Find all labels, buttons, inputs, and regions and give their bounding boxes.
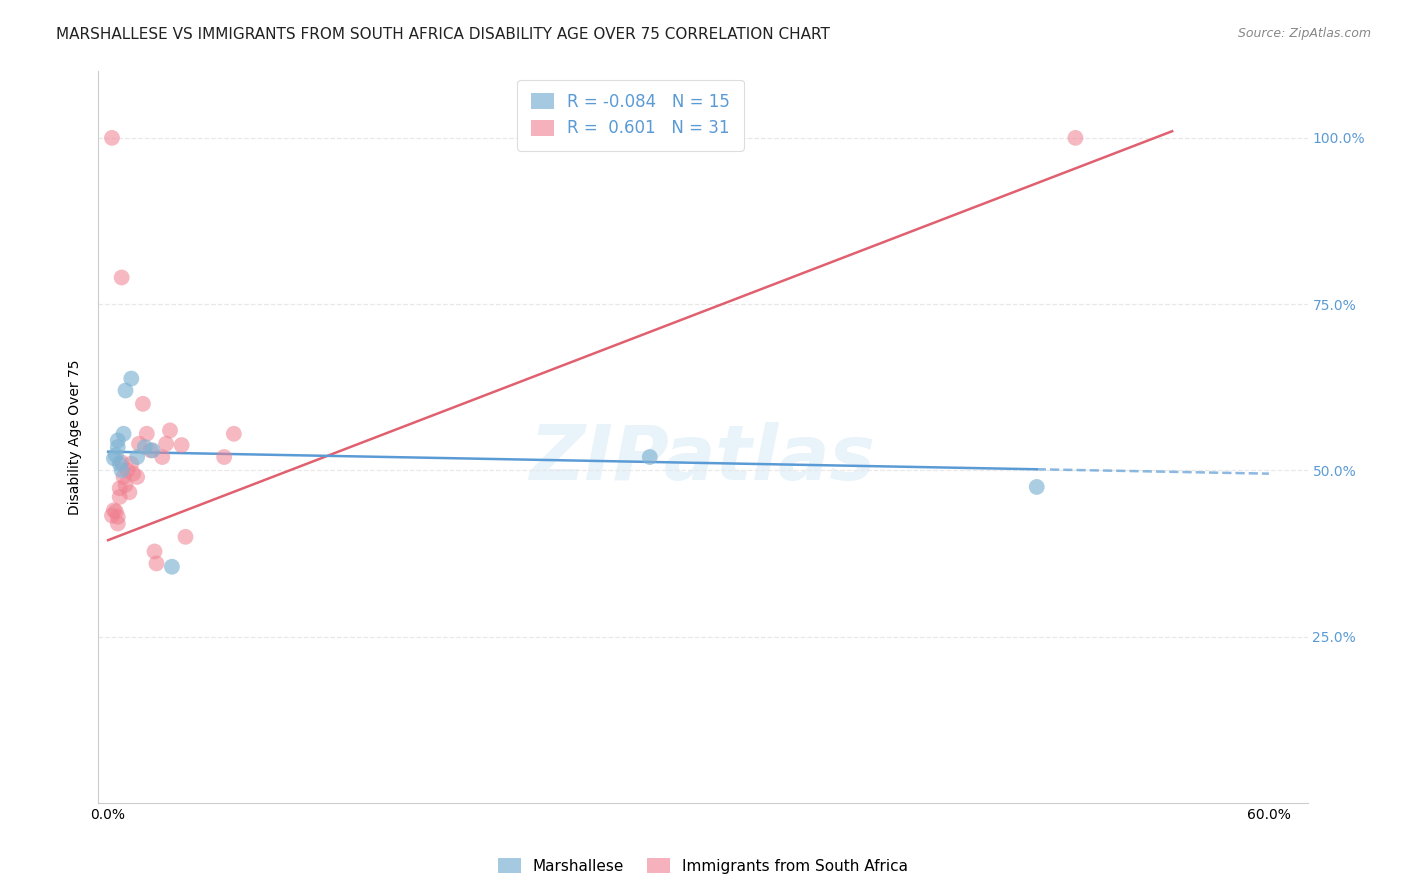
Point — [104, 448, 127, 462]
Text: ZIPatlas: ZIPatlas — [530, 422, 876, 496]
Point — [170, 438, 193, 452]
Point — [128, 436, 150, 450]
Point — [174, 530, 197, 544]
Point — [134, 440, 156, 454]
Point — [118, 485, 141, 500]
Point — [114, 384, 136, 398]
Point — [107, 434, 129, 448]
Point — [112, 426, 135, 441]
Point — [111, 455, 134, 469]
Point — [112, 470, 135, 484]
Point — [107, 516, 129, 531]
Point — [111, 463, 134, 477]
Point — [103, 451, 125, 466]
Point — [120, 457, 142, 471]
Point — [135, 426, 157, 441]
Point — [638, 450, 661, 464]
Point — [107, 509, 129, 524]
Legend: Marshallese, Immigrants from South Africa: Marshallese, Immigrants from South Afric… — [492, 852, 914, 880]
Point — [1064, 131, 1087, 145]
Point — [139, 443, 162, 458]
Legend: R = -0.084   N = 15, R =  0.601   N = 31: R = -0.084 N = 15, R = 0.601 N = 31 — [517, 79, 744, 151]
Point — [1025, 480, 1047, 494]
Point — [155, 436, 177, 450]
Point — [101, 131, 124, 145]
Point — [127, 450, 149, 464]
Point — [160, 559, 183, 574]
Point — [159, 424, 181, 438]
Point — [222, 426, 245, 441]
Point — [117, 463, 139, 477]
Point — [108, 457, 131, 471]
Text: Source: ZipAtlas.com: Source: ZipAtlas.com — [1237, 27, 1371, 40]
Text: MARSHALLESE VS IMMIGRANTS FROM SOUTH AFRICA DISABILITY AGE OVER 75 CORRELATION C: MARSHALLESE VS IMMIGRANTS FROM SOUTH AFR… — [56, 27, 830, 42]
Point — [122, 467, 145, 481]
Point — [143, 544, 166, 558]
Point — [120, 371, 142, 385]
Point — [114, 478, 136, 492]
Point — [104, 504, 127, 518]
Point — [107, 440, 129, 454]
Point — [142, 443, 165, 458]
Point — [103, 503, 125, 517]
Point — [127, 470, 149, 484]
Point — [111, 270, 134, 285]
Y-axis label: Disability Age Over 75: Disability Age Over 75 — [69, 359, 83, 515]
Point — [150, 450, 173, 464]
Point — [101, 508, 124, 523]
Point — [108, 481, 131, 495]
Point — [108, 490, 131, 504]
Point — [145, 557, 167, 571]
Point — [212, 450, 235, 464]
Point — [132, 397, 155, 411]
